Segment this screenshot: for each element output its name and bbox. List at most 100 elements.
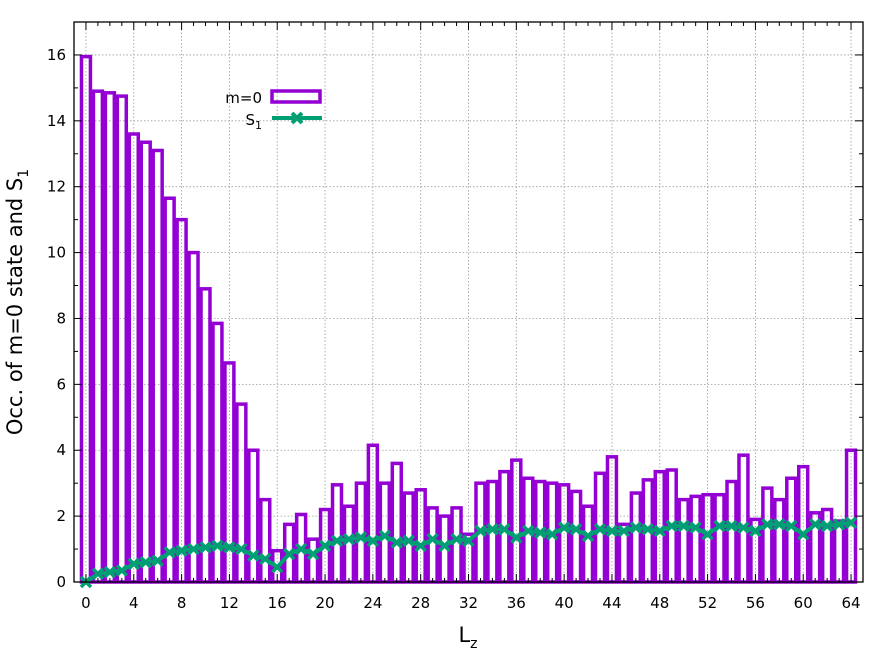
s1-marker xyxy=(737,521,750,534)
s1-marker xyxy=(486,523,499,536)
y-tick-label: 8 xyxy=(56,309,66,327)
s1-marker xyxy=(259,552,272,566)
s1-marker xyxy=(127,557,141,571)
s1-marker xyxy=(115,564,129,577)
s1-marker xyxy=(330,534,344,548)
s1-marker xyxy=(306,547,320,561)
x-tick-label: 24 xyxy=(363,594,382,612)
bar xyxy=(761,486,774,584)
x-tick-label: 48 xyxy=(650,594,669,612)
x-tick-label: 56 xyxy=(746,594,765,612)
s1-marker xyxy=(725,519,738,533)
x-tick-label: 40 xyxy=(555,594,574,612)
s1-marker xyxy=(522,524,535,538)
y-tick-label: 4 xyxy=(56,441,66,459)
x-tick-labels: 0 4 8 12 16 20 24 28 32 36 40 44 48 52 56 60 64 xyxy=(81,594,860,612)
bar xyxy=(725,479,738,584)
bar xyxy=(151,148,164,584)
legend-label-m0: m=0 xyxy=(225,89,262,107)
bar xyxy=(677,497,690,584)
legend-swatch-s1-marker xyxy=(290,111,304,125)
bar xyxy=(115,94,129,584)
bar xyxy=(103,91,117,584)
s1-marker xyxy=(773,518,786,531)
x-tick-label: 12 xyxy=(220,594,239,612)
s1-marker xyxy=(701,527,714,541)
x-tick-label: 0 xyxy=(81,594,91,612)
x-tick-label: 20 xyxy=(315,594,334,612)
s1-marker xyxy=(653,524,667,538)
s1-marker xyxy=(761,518,774,531)
y-tick-label: 14 xyxy=(47,112,66,130)
s1-marker xyxy=(510,531,523,544)
s1-marker xyxy=(629,521,643,534)
x-tick-label: 52 xyxy=(698,594,717,612)
bar xyxy=(235,402,248,584)
s1-marker xyxy=(282,547,296,561)
bar xyxy=(259,497,272,584)
s1-marker xyxy=(569,523,583,536)
x-tick-label: 8 xyxy=(177,594,187,612)
s1-marker xyxy=(689,521,702,534)
y-tick-label: 0 xyxy=(56,573,66,591)
y-tick-labels: 0 2 4 6 8 10 12 14 16 xyxy=(47,46,66,591)
legend-label-s1: S1 xyxy=(245,111,262,132)
s1-marker xyxy=(498,523,511,536)
y-tick-label: 2 xyxy=(56,507,66,525)
s1-marker xyxy=(139,555,152,569)
x-tick-label: 36 xyxy=(507,594,526,612)
s1-marker xyxy=(342,532,356,546)
bar xyxy=(91,89,105,584)
bar xyxy=(390,461,403,584)
x-axis-title: Lz xyxy=(458,623,477,652)
s1-marker xyxy=(414,539,427,553)
x-tick-label: 64 xyxy=(841,594,860,612)
y-tick-label: 12 xyxy=(47,178,66,196)
s1-marker xyxy=(318,539,332,553)
legend-swatch-m0 xyxy=(270,89,322,104)
bar xyxy=(581,504,595,584)
s1-marker xyxy=(462,534,475,548)
s1-marker xyxy=(354,531,368,544)
bar xyxy=(773,497,786,584)
s1-marker xyxy=(378,529,392,543)
bar xyxy=(163,196,176,584)
bar xyxy=(139,140,152,584)
bar xyxy=(426,506,439,584)
s1-marker xyxy=(557,521,571,534)
s1-marker xyxy=(151,554,164,567)
s1-marker xyxy=(187,542,200,556)
x-tick-label: 28 xyxy=(411,594,430,612)
s1-marker xyxy=(270,560,284,574)
s1-marker xyxy=(474,524,487,538)
y-tick-label: 16 xyxy=(47,46,66,64)
s1-marker xyxy=(199,541,212,554)
x-tick-label: 44 xyxy=(602,594,621,612)
s1-marker xyxy=(533,526,547,539)
s1-marker xyxy=(294,542,308,556)
s1-marker xyxy=(808,518,822,531)
s1-marker xyxy=(235,542,248,556)
s1-marker xyxy=(402,534,415,548)
bar xyxy=(569,489,583,584)
s1-marker xyxy=(223,541,236,554)
x-tick-label: 32 xyxy=(459,594,478,612)
bar xyxy=(199,287,212,584)
s1-marker xyxy=(211,539,224,553)
s1-marker xyxy=(247,549,260,562)
s1-marker xyxy=(438,539,451,553)
s1-marker xyxy=(175,544,188,557)
s1-marker xyxy=(820,519,834,533)
y-axis-title: Occ. of m=0 state and S1 xyxy=(3,169,32,435)
s1-marker xyxy=(426,532,439,546)
s1-marker xyxy=(844,516,858,529)
x-tick-label: 60 xyxy=(794,594,813,612)
s1-marker xyxy=(103,565,117,579)
s1-marker xyxy=(450,532,463,546)
s1-marker xyxy=(617,524,631,538)
y-tick-label: 10 xyxy=(47,244,66,262)
bar xyxy=(713,492,726,584)
s1-marker xyxy=(91,567,105,581)
s1-marker xyxy=(749,524,762,538)
